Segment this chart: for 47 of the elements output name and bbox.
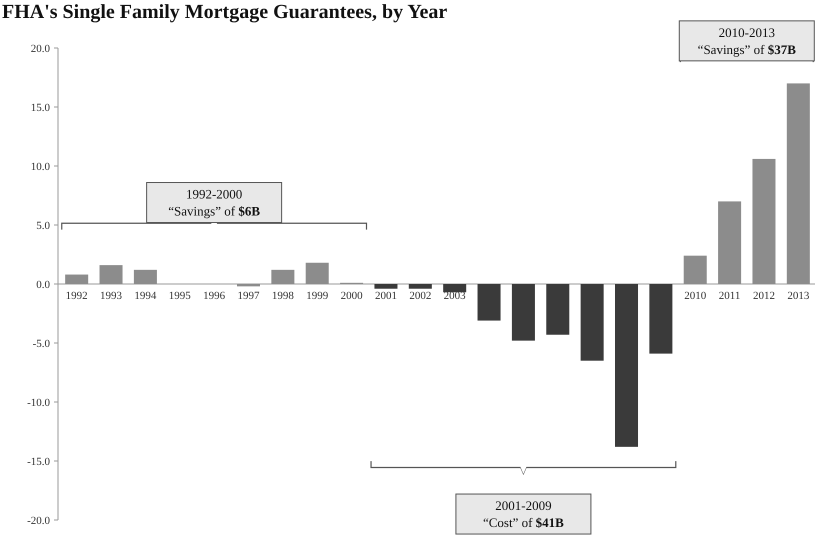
annotation: 2001-2009 “Cost” of $41B xyxy=(482,498,564,530)
y-tick-label: 20.0 xyxy=(30,42,50,55)
bar xyxy=(546,284,570,335)
x-tick-label: 1996 xyxy=(203,290,226,302)
x-tick-label: 1993 xyxy=(100,290,123,302)
bar xyxy=(684,256,707,284)
x-tick-label: 1997 xyxy=(237,290,260,302)
x-tick-label: 2002 xyxy=(409,290,432,302)
y-tick-label: 0.0 xyxy=(36,278,50,291)
y-tick-label: 15.0 xyxy=(30,102,50,114)
x-tick-label: 2000 xyxy=(340,290,364,302)
x-tick-label: 2010 xyxy=(684,290,707,302)
bar xyxy=(65,274,88,284)
annotation: 1992-2000 “Savings” of $6B xyxy=(168,186,260,219)
y-tick-label: -15.0 xyxy=(27,456,50,468)
x-tick-label: 1999 xyxy=(306,290,329,302)
bar xyxy=(512,284,535,341)
y-tick-label: 10.0 xyxy=(30,160,50,173)
x-tick-label: 2003 xyxy=(444,290,466,302)
bar xyxy=(614,284,638,447)
bar xyxy=(786,83,810,284)
bar xyxy=(134,270,157,284)
bar xyxy=(580,284,604,361)
bar xyxy=(271,270,294,284)
x-tick-label: 2011 xyxy=(718,290,740,302)
x-tick-label: 1992 xyxy=(66,290,88,302)
y-tick-label: 5.0 xyxy=(36,220,50,232)
bar xyxy=(752,158,776,284)
chart-title: FHA's Single Family Mortgage Guarantees, by Year xyxy=(2,1,448,23)
bar xyxy=(718,201,742,284)
x-tick-label: 1995 xyxy=(168,290,192,302)
bar xyxy=(408,284,432,289)
annotation: 2010-2013 “Savings” of $37B xyxy=(698,24,796,57)
bar xyxy=(306,262,329,284)
x-tick-label: 2013 xyxy=(787,290,810,302)
x-tick-label: 2001 xyxy=(374,290,397,302)
y-tick-label: -20.0 xyxy=(27,514,50,527)
bar xyxy=(374,284,398,289)
x-tick-label: 2012 xyxy=(752,290,775,302)
bar xyxy=(443,284,466,292)
bar xyxy=(100,265,123,284)
y-tick-label: -5.0 xyxy=(32,338,50,350)
y-tick-label: -10.0 xyxy=(27,396,50,409)
x-tick-label: 1998 xyxy=(272,290,294,302)
x-tick-label: 1994 xyxy=(134,290,157,302)
bar xyxy=(478,284,501,321)
bar xyxy=(649,284,672,354)
